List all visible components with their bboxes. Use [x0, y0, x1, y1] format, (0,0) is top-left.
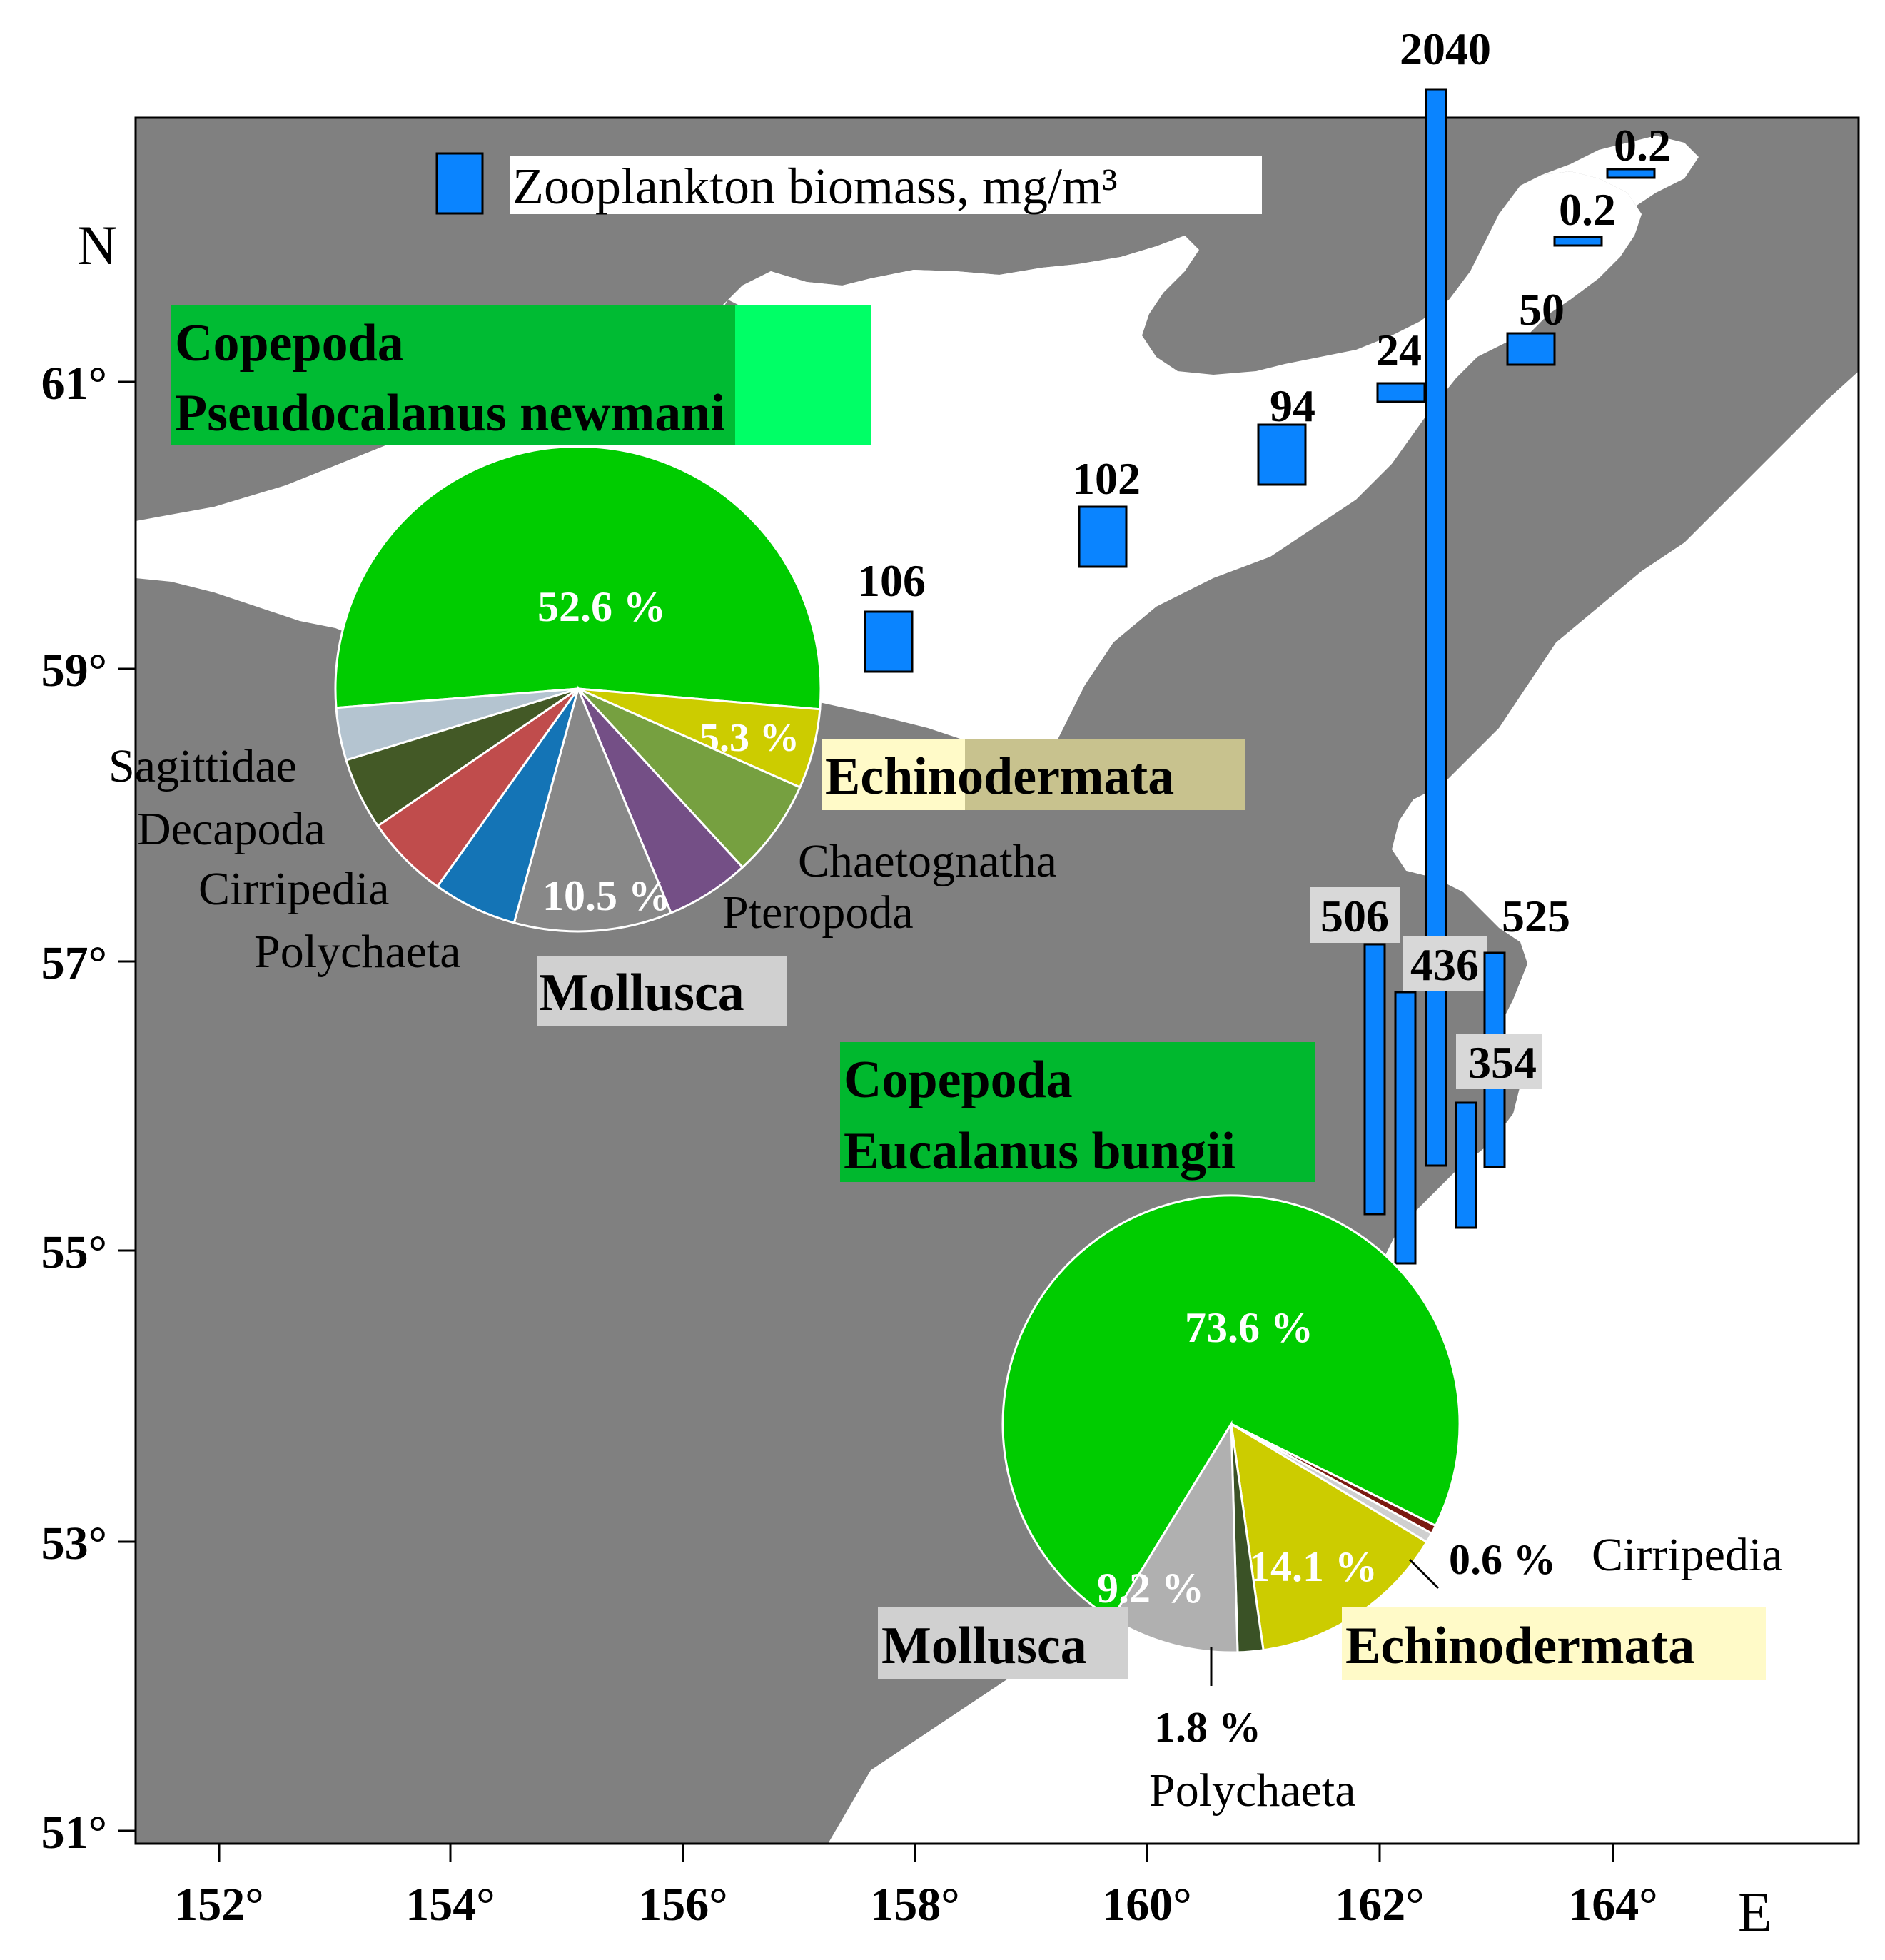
pie-slice-copepoda	[334, 445, 822, 711]
pie-percent-label: 10.5 %	[542, 872, 671, 919]
leader-line-cirripedia	[1408, 1558, 1440, 1590]
label-north-echinodermata: Echinodermata	[825, 747, 1174, 806]
pie-north-title-line2: Pseudocalanus newmani	[175, 384, 725, 443]
lat-tick-label: 53°	[41, 1517, 107, 1570]
biomass-value-label: 24	[1376, 325, 1422, 375]
pie-south-title-line2: Eucalanus bungii	[844, 1122, 1235, 1181]
lat-tick-label: 57°	[41, 937, 107, 989]
lon-tick-label: 154°	[405, 1879, 495, 1931]
pacific-ocean	[799, 371, 1859, 1844]
longitude-axis: 152° 154° 156° 158° 160° 162° 164°	[174, 1844, 1658, 1931]
biomass-value-label: 506	[1320, 891, 1389, 941]
echino-north-bg-light	[822, 739, 965, 810]
map-frame	[134, 116, 1860, 1845]
biomass-bar	[1506, 332, 1556, 366]
biomass-bar	[1425, 88, 1447, 1167]
pie-slice-chaetognatha	[577, 687, 802, 869]
label-north-pteropoda: Pteropoda	[722, 886, 914, 939]
legend-label-bg	[510, 156, 1262, 214]
biomass-value-label: 354	[1468, 1037, 1537, 1088]
pie-percent-label: 9.2 %	[1097, 1565, 1204, 1612]
biomass-value-label: 436	[1410, 939, 1479, 990]
latitude-axis: 61° 59° 57° 55° 53° 51°	[41, 358, 136, 1859]
biomass-bar	[1553, 236, 1603, 247]
kamchatka-peninsula	[614, 118, 1859, 1844]
biomass-bars: 106 102 94 24 2040 50 0.2 0.2 506 436 525 354	[857, 24, 1671, 1265]
pie-slice-sagittidae	[335, 687, 579, 762]
biomass-value-label: 94	[1270, 380, 1315, 431]
shelikhov-gulf	[1542, 136, 1699, 236]
pie-slice-mollusca	[512, 685, 673, 933]
legend-label: Zooplankton biomass, mg/m³	[512, 158, 1118, 215]
pie-chart-south: 73.6 % 14.1 % 9.2 % 0.6 % 1.8 %	[1001, 1194, 1556, 1751]
label-north-chaetognatha: Chaetognatha	[798, 835, 1057, 887]
biomass-bar	[864, 610, 914, 673]
lon-tick-label: 152°	[174, 1879, 263, 1931]
lat-tick-label: 59°	[41, 645, 107, 697]
pie-south-title-bg	[840, 1042, 1315, 1182]
pie-percent-label: 52.6 %	[537, 583, 666, 630]
label-south-mollusca: Mollusca	[881, 1617, 1087, 1675]
lon-tick-label: 158°	[870, 1879, 959, 1931]
east-label: E	[1738, 1881, 1772, 1943]
biomass-bar	[1078, 505, 1128, 568]
mollusca-south-bg	[878, 1607, 1128, 1679]
label-south-cirripedia: Cirripedia	[1592, 1529, 1783, 1581]
lat-tick-label: 55°	[41, 1226, 107, 1278]
biomass-value-label: 0.2	[1614, 120, 1671, 171]
biomass-bar	[1455, 1101, 1477, 1229]
pie-south-title-line1: Copepoda	[844, 1051, 1073, 1109]
northern-coast-shelf	[742, 236, 1185, 314]
biomass-value-label: 102	[1072, 453, 1141, 504]
label-south-echinodermata: Echinodermata	[1345, 1617, 1694, 1675]
pie-slice-copepoda	[1001, 1194, 1461, 1620]
biomass-label-bg	[1403, 936, 1487, 991]
pie-percent-label: 73.6 %	[1185, 1304, 1313, 1351]
lon-tick-label: 162°	[1335, 1879, 1424, 1931]
biomass-label-bg	[1310, 887, 1400, 943]
label-south-polychaeta: Polychaeta	[1149, 1764, 1356, 1817]
biomass-bar	[1394, 991, 1417, 1265]
label-north-decapoda: Decapoda	[137, 803, 325, 855]
biomass-value-label: 0.2	[1559, 184, 1616, 235]
biomass-bar	[1257, 423, 1307, 486]
mollusca-north-bg	[537, 956, 787, 1026]
north-label: N	[77, 214, 117, 276]
lon-tick-label: 160°	[1102, 1879, 1191, 1931]
lat-tick-label: 61°	[41, 358, 107, 410]
pie-north-title-line1: Copepoda	[175, 314, 404, 373]
biomass-value-label: 106	[857, 555, 926, 606]
biomass-label-bg	[1456, 1034, 1542, 1089]
label-north-cirripedia: Cirripedia	[198, 863, 390, 915]
label-north-polychaeta: Polychaeta	[254, 926, 461, 978]
biomass-bar	[1606, 168, 1656, 179]
pie-percent-label-cirripedia: 0.6 %	[1449, 1536, 1556, 1583]
lon-tick-label: 164°	[1568, 1879, 1657, 1931]
biomass-value-label: 2040	[1400, 24, 1491, 74]
label-north-mollusca: Mollusca	[539, 964, 744, 1022]
pie-percent-label-polychaeta: 1.8 %	[1154, 1704, 1261, 1751]
legend-swatch	[435, 152, 484, 215]
biomass-value-label: 50	[1519, 284, 1565, 335]
pie-percent-label: 14.1 %	[1249, 1543, 1378, 1590]
biomass-bar	[1363, 943, 1386, 1216]
pie-north-title-accent	[735, 305, 871, 445]
echino-south-bg	[1342, 1607, 1766, 1680]
pie-chart-north: 52.6 %5.3 %10.5 %	[334, 445, 822, 933]
biomass-bar	[1376, 382, 1426, 403]
lon-tick-label: 156°	[638, 1879, 727, 1931]
label-north-sagittidae: Sagittidae	[108, 740, 297, 792]
biomass-value-label: 525	[1502, 891, 1570, 941]
lat-tick-label: 51°	[41, 1807, 107, 1859]
